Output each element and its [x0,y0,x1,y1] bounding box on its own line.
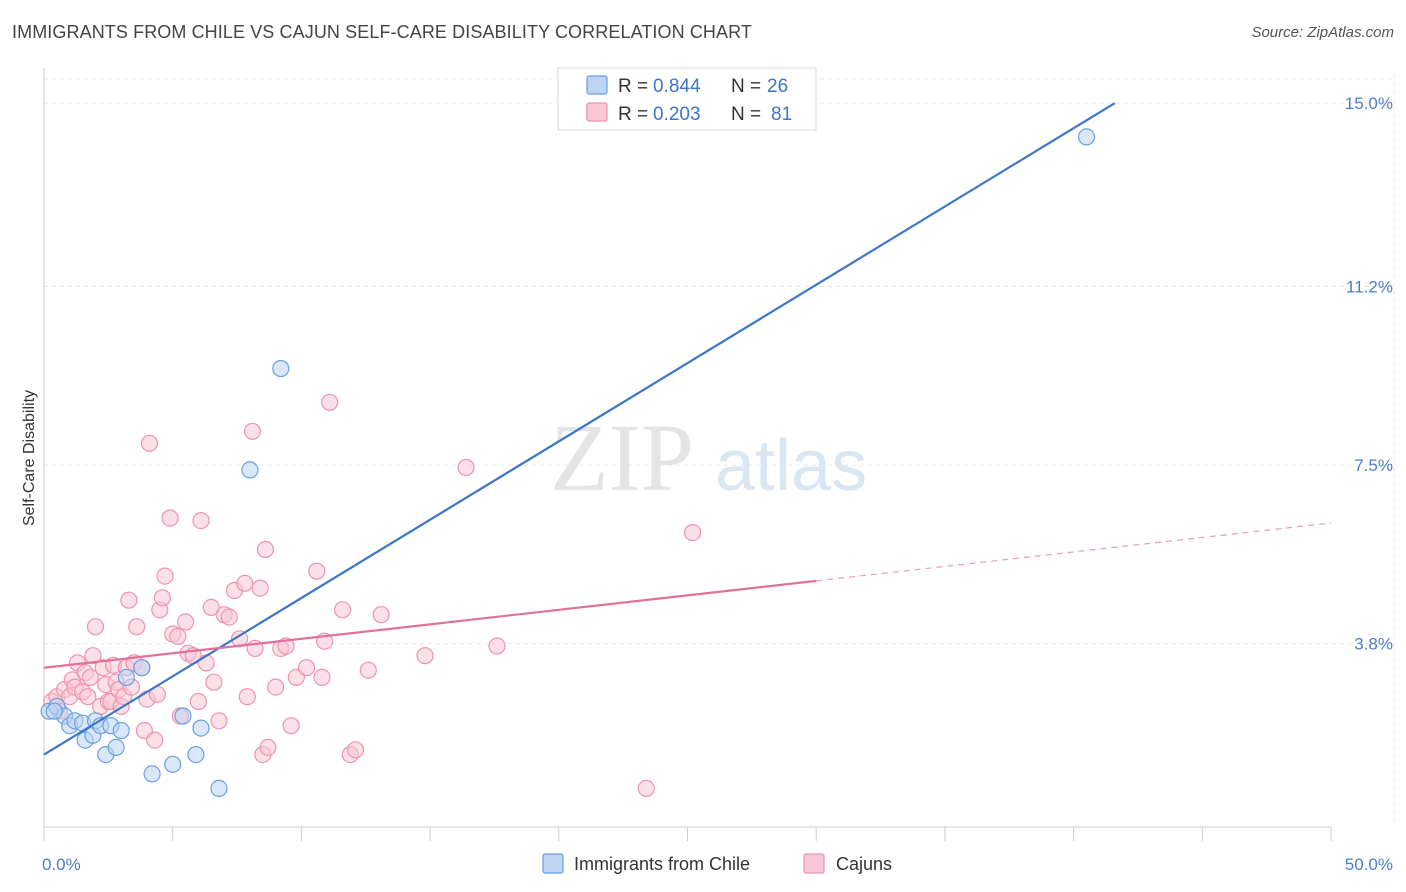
chile-point [187,745,205,764]
cajuns-point [313,668,331,687]
cajuns-point [146,731,164,749]
cajuns-point [346,741,365,759]
cajuns-point [256,540,274,559]
chile-point [272,359,290,378]
chile-point [133,659,151,677]
cajuns-point [153,589,171,607]
cajuns-trend-extension [816,522,1332,582]
cajuns-point [416,647,434,665]
cajuns-point [81,668,99,687]
cajuns-point [197,654,215,672]
cajuns-point [210,712,228,730]
chile-trend-line [43,102,1116,756]
cajuns-point [120,591,138,609]
bottom-legend-swatch-chile [542,853,564,874]
y-tick-label: 7.5% [1354,456,1393,475]
legend-r-label-1: R = [618,104,648,125]
cajuns-point [308,562,326,580]
chile-point [1077,128,1096,146]
cajuns-point [177,613,195,631]
legend-n-label-0: N = [731,76,761,97]
cajuns-point [282,717,300,735]
series-cajuns-points [43,393,702,798]
legend-r-label-0: R = [618,76,648,97]
y-axis-label: Self-Care Disability [21,390,38,526]
bottom-legend-label-cajuns: Cajuns [836,854,892,874]
cajuns-point [192,511,210,530]
cajuns-point [334,601,352,619]
chile-point [143,765,161,783]
cajuns-point [79,688,97,706]
legend-n-value-1: 81 [771,104,792,125]
cajuns-point [259,738,277,757]
cajuns-point [86,618,105,636]
legend-swatch-chile [586,75,608,95]
chile-point [45,702,63,720]
cajuns-point [267,678,285,696]
legend-n-label-1: N = [731,104,761,125]
cajuns-point [156,567,174,585]
x-tick-label-min: 0.0% [42,855,81,874]
cajuns-trend-line [43,579,817,669]
cajuns-point [457,458,475,477]
cajuns-point [683,523,702,542]
watermark-zip: ZIP [550,404,694,511]
chile-point [192,719,210,737]
y-tick-label: 11.2% [1346,278,1393,297]
chile-point [241,461,259,479]
correlation-legend: R = 0.844 N = 26 R = 0.203 N = 81 [557,67,817,131]
cajuns-point [128,618,146,636]
cajuns-point [140,434,159,452]
chile-point [164,755,182,773]
cajuns-point [84,647,102,665]
chile-point [174,707,192,725]
chile-point [107,738,125,757]
bottom-legend-label-chile: Immigrants from Chile [574,854,750,874]
y-tick-label: 3.8% [1354,635,1393,654]
chile-point [117,668,136,687]
cajuns-point [243,422,262,440]
cajuns-point [321,393,339,411]
chart-title: IMMIGRANTS FROM CHILE VS CAJUN SELF-CARE… [12,22,753,42]
cajuns-point [189,692,207,711]
source-credit: Source: ZipAtlas.com [1251,24,1394,41]
trend-lines [43,102,1332,756]
cajuns-point [220,608,238,626]
y-tick-label: 15.0% [1345,94,1393,113]
series-legend: Immigrants from Chile Cajuns [542,853,892,874]
cajuns-point [169,627,187,646]
cajuns-point [202,598,220,617]
watermark-atlas: atlas [715,426,867,506]
cajuns-point [251,579,269,597]
cajuns-point [238,688,256,706]
legend-r-value-1: 0.203 [653,104,701,125]
chile-point [210,779,228,798]
x-tick-label-max: 50.0% [1345,855,1393,874]
cajuns-point [372,606,390,624]
cajuns-point [297,659,316,677]
legend-n-value-0: 26 [767,76,788,97]
legend-swatch-cajuns [586,102,608,122]
legend-r-value-0: 0.844 [653,76,701,97]
series-chile-points [40,128,1096,798]
cajuns-point [205,673,223,691]
cajuns-point [488,637,506,655]
cajuns-point [637,779,655,798]
bottom-legend-swatch-cajuns [803,853,825,874]
y-tick-labels: 3.8% 7.5% 11.2% 15.0% [1345,94,1393,653]
cajuns-point [359,661,377,679]
cajuns-point [236,574,254,592]
cajuns-point [161,509,179,527]
chile-point [112,721,130,740]
